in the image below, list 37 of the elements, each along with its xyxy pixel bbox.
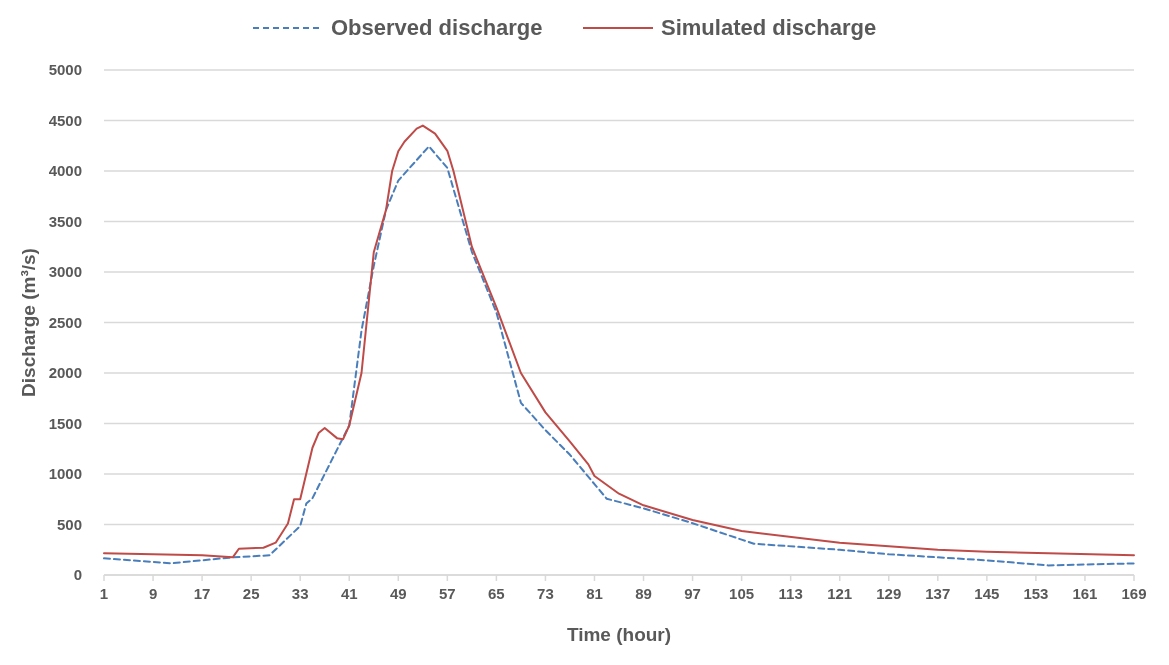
x-tick-label: 161 xyxy=(1072,585,1098,602)
y-tick-label: 3500 xyxy=(48,212,82,230)
x-tick-label: 137 xyxy=(925,585,951,602)
y-tick-label: 1500 xyxy=(48,414,82,432)
y-tick-label: 2500 xyxy=(48,313,82,331)
x-tick-label: 105 xyxy=(729,585,755,602)
y-axis-title: Discharge (m³/s) xyxy=(18,248,39,397)
x-tick-label: 57 xyxy=(438,585,456,602)
x-tick-label: 121 xyxy=(827,585,853,602)
y-tick-label: 5000 xyxy=(48,61,82,78)
x-tick-label: 25 xyxy=(242,585,260,602)
x-tick-label: 153 xyxy=(1023,585,1049,602)
x-tick-label: 81 xyxy=(586,585,603,602)
y-tick-label: 1000 xyxy=(48,465,82,482)
y-tick-label: 2000 xyxy=(48,364,82,381)
y-tick-label: 4500 xyxy=(48,111,82,129)
x-tick-label: 97 xyxy=(684,585,701,602)
x-tick-label: 113 xyxy=(778,585,803,602)
x-tick-label: 33 xyxy=(291,585,309,602)
x-tick-label: 129 xyxy=(876,585,902,602)
x-tick-label: 17 xyxy=(193,585,211,602)
x-tick-label: 49 xyxy=(389,585,407,602)
x-tick-label: 73 xyxy=(537,585,554,602)
x-tick-label: 1 xyxy=(99,585,109,602)
x-tick-label: 169 xyxy=(1121,585,1147,602)
y-tick-label: 500 xyxy=(56,515,82,533)
x-tick-label: 89 xyxy=(635,585,652,602)
legend-label: Simulated discharge xyxy=(661,15,877,40)
y-tick-label: 4000 xyxy=(48,162,82,179)
x-tick-label: 9 xyxy=(148,585,158,602)
legend-label: Observed discharge xyxy=(331,15,543,40)
x-axis-title: Time (hour) xyxy=(566,624,672,645)
x-tick-label: 41 xyxy=(340,585,358,602)
x-tick-label: 145 xyxy=(974,585,1000,602)
y-tick-label: 0 xyxy=(73,566,82,583)
x-tick-label: 65 xyxy=(488,585,505,602)
y-tick-label: 3000 xyxy=(48,263,82,280)
